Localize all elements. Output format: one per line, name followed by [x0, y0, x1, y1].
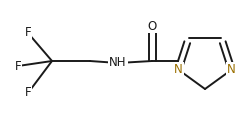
- Text: F: F: [15, 60, 21, 72]
- Text: NH: NH: [109, 57, 127, 69]
- Text: N: N: [227, 63, 236, 76]
- Text: F: F: [25, 87, 31, 99]
- Text: O: O: [148, 19, 156, 33]
- Text: N: N: [174, 63, 183, 76]
- Text: F: F: [25, 26, 31, 39]
